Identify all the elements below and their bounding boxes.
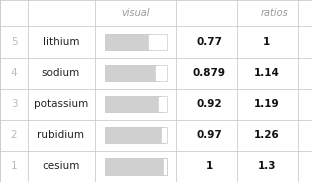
- Bar: [105, 127, 167, 143]
- Bar: [158, 96, 162, 112]
- Bar: [105, 65, 159, 81]
- Bar: [165, 127, 167, 143]
- Text: 1.3: 1.3: [257, 161, 276, 171]
- Bar: [153, 34, 167, 50]
- Text: 4: 4: [11, 68, 17, 78]
- Bar: [155, 65, 159, 81]
- Text: 1.14: 1.14: [254, 68, 280, 78]
- Text: lithium: lithium: [43, 37, 79, 47]
- Bar: [159, 65, 167, 81]
- Text: 5: 5: [11, 37, 17, 47]
- Bar: [163, 158, 167, 175]
- Text: 0.77: 0.77: [196, 37, 222, 47]
- Text: 1: 1: [263, 37, 271, 47]
- Bar: [162, 96, 167, 112]
- Bar: [105, 127, 165, 143]
- Text: visual: visual: [121, 8, 150, 18]
- Text: 1.19: 1.19: [254, 99, 280, 109]
- Bar: [105, 65, 167, 81]
- Text: sodium: sodium: [42, 68, 80, 78]
- Text: 0.97: 0.97: [196, 130, 222, 140]
- Text: 1: 1: [205, 161, 213, 171]
- Text: 2: 2: [11, 130, 17, 140]
- Text: 1: 1: [11, 161, 17, 171]
- Text: ratios: ratios: [261, 8, 288, 18]
- Text: 0.879: 0.879: [193, 68, 226, 78]
- Bar: [105, 34, 153, 50]
- Text: 3: 3: [11, 99, 17, 109]
- Text: rubidium: rubidium: [37, 130, 84, 140]
- Bar: [105, 158, 167, 175]
- Bar: [148, 34, 153, 50]
- Text: 1.26: 1.26: [254, 130, 280, 140]
- Bar: [105, 96, 162, 112]
- Text: potassium: potassium: [34, 99, 88, 109]
- Bar: [105, 158, 167, 175]
- Bar: [105, 34, 167, 50]
- Text: cesium: cesium: [42, 161, 80, 171]
- Text: 0.92: 0.92: [196, 99, 222, 109]
- Bar: [161, 127, 165, 143]
- Bar: [105, 96, 167, 112]
